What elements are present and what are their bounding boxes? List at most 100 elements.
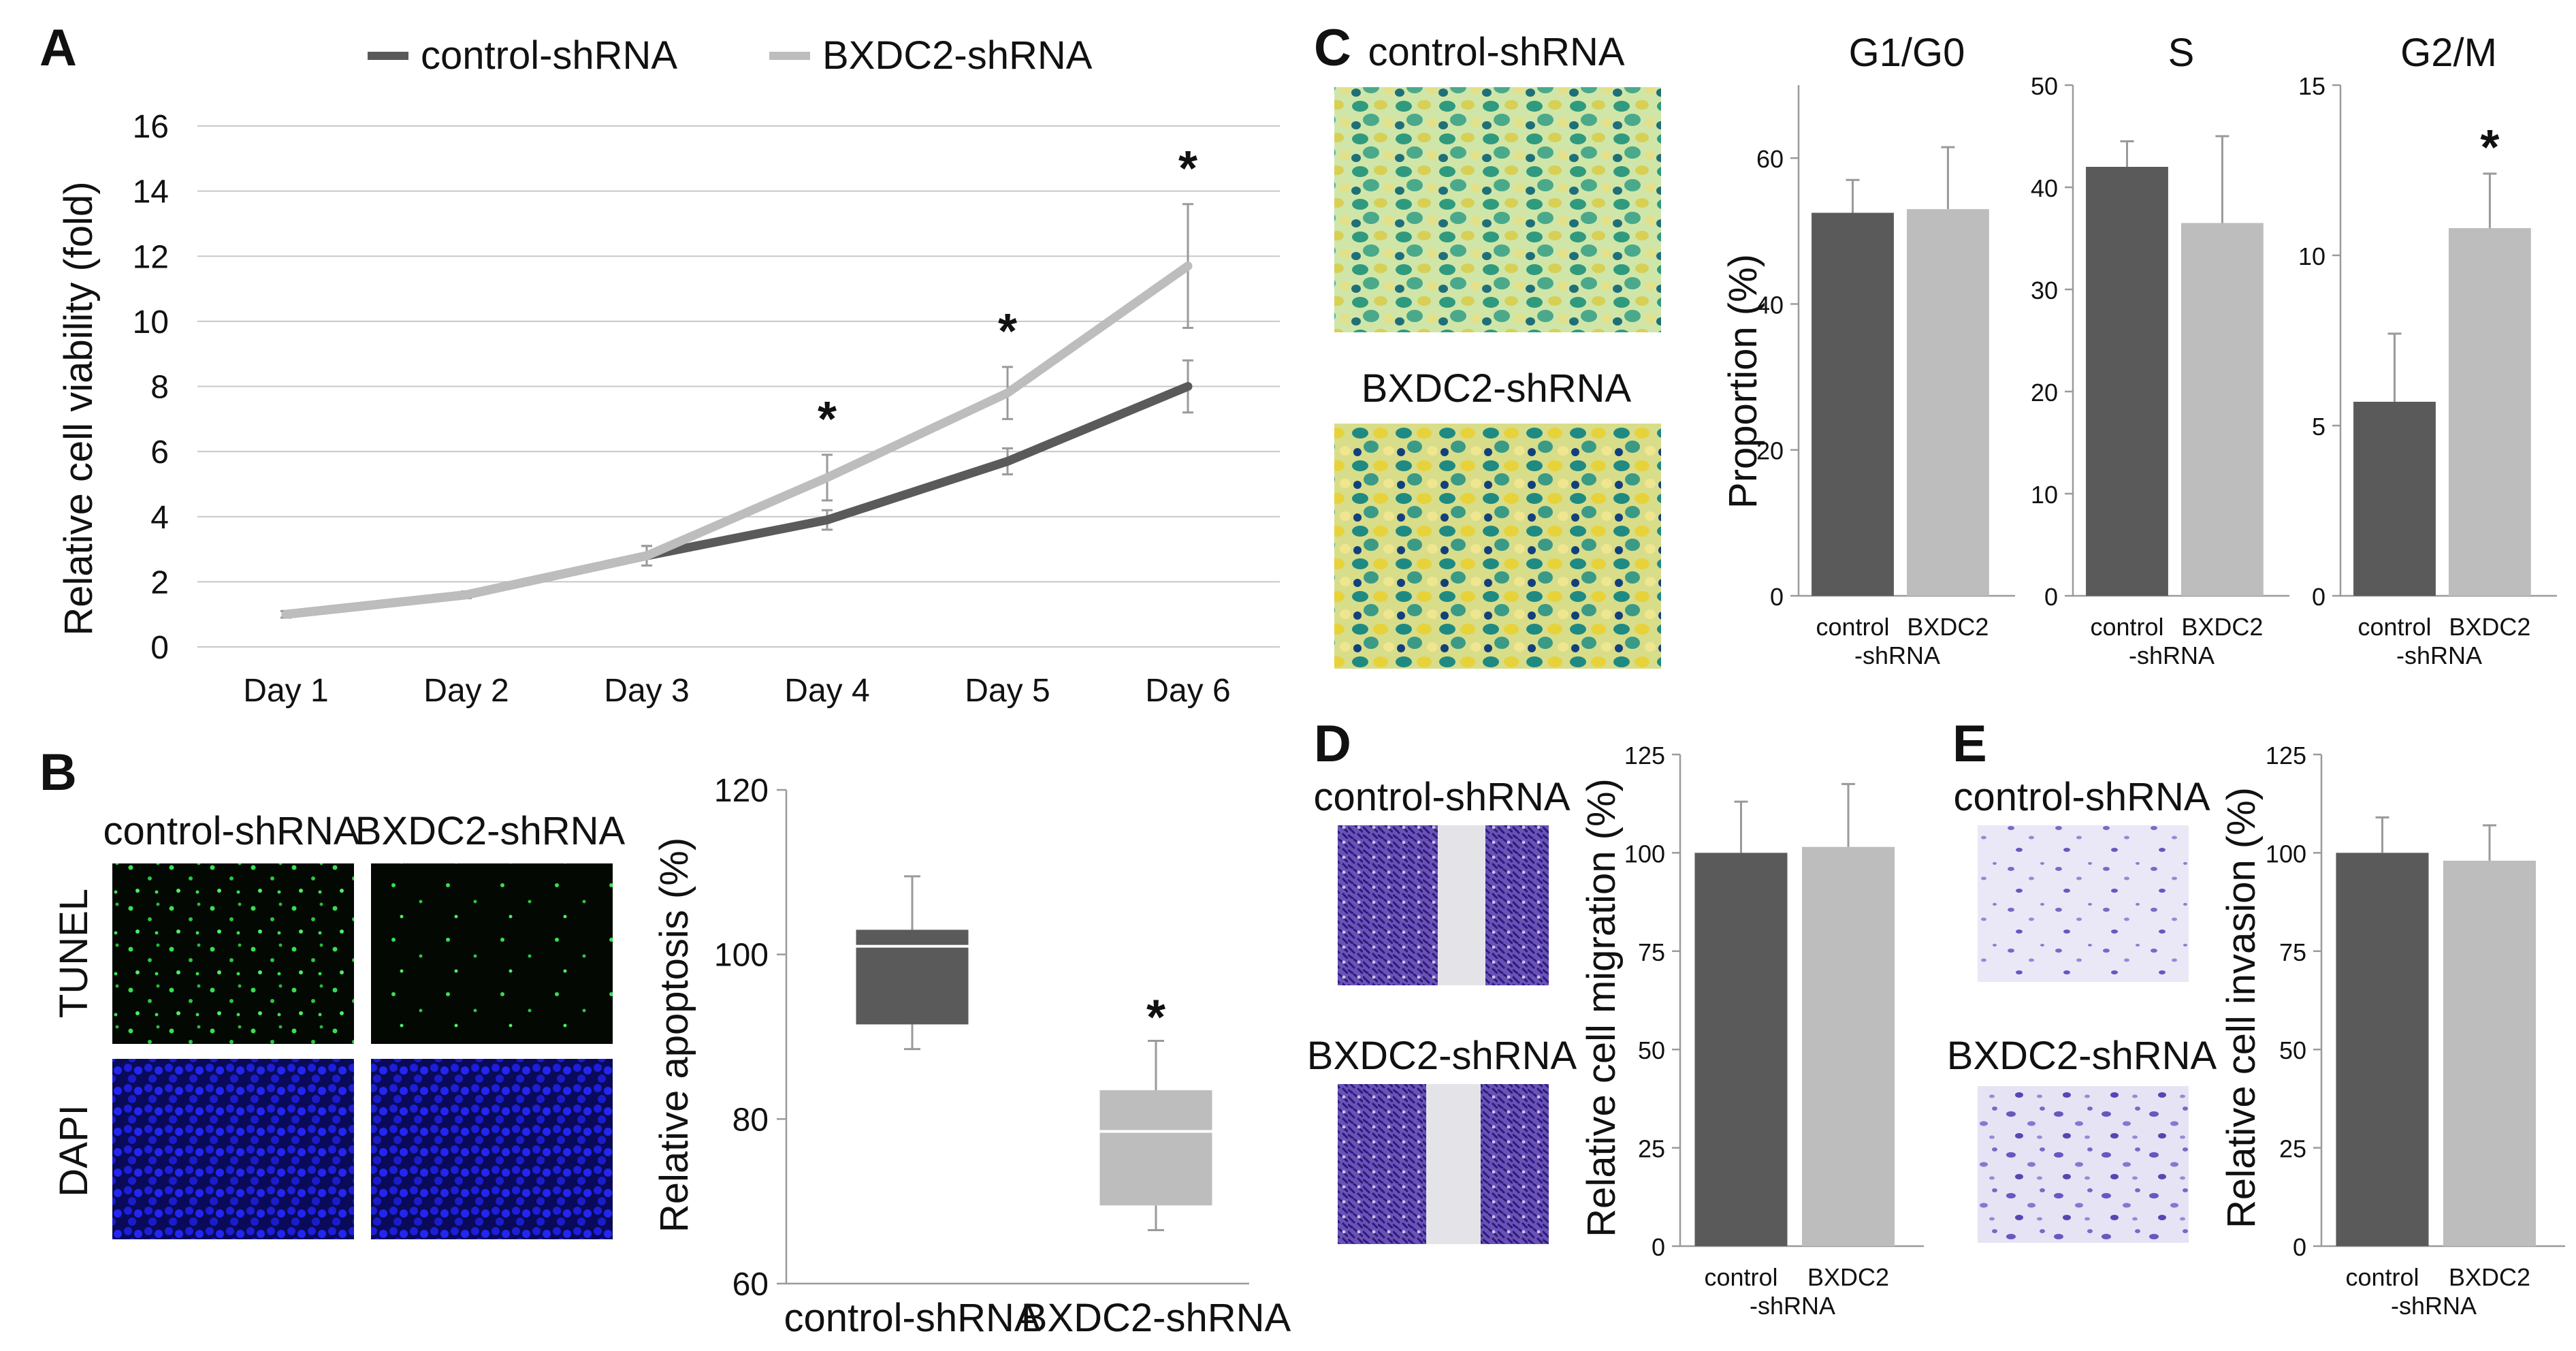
significance-star: *: [998, 304, 1017, 359]
panel-b-y-tick-label: 80: [732, 1102, 769, 1138]
panel-a-y-tick-label: 16: [133, 109, 169, 145]
panel-d-x-label-shrna: -shRNA: [1750, 1292, 1835, 1320]
panel-c-g1g0-y-tick-label: 60: [1756, 145, 1784, 173]
panel-e-img-label-bxdc2: BXDC2-shRNA: [1947, 1034, 2217, 1078]
panel-d-img-label-control: control-shRNA: [1313, 775, 1570, 819]
panel-c-g1g0-x-label-shrna: -shRNA: [1854, 641, 1940, 669]
panel-d: D control-shRNA BXDC2-shRNA Relative cel…: [1307, 715, 1924, 1320]
panel-c-g1g0-x-label-control: control: [1816, 613, 1889, 641]
panel-d-bar-control: [1694, 853, 1788, 1246]
panel-c-s-error-bar: [2120, 140, 2134, 167]
panel-e-x-label-shrna: -shRNA: [2391, 1292, 2477, 1320]
panel-c-img-label-control: control-shRNA: [1368, 30, 1624, 74]
panel-a-y-tick-label: 10: [133, 304, 169, 340]
tunel-image-bxdc2: [371, 863, 613, 1044]
panel-d-y-tick-label: 75: [1638, 938, 1665, 966]
panel-c-s-y-tick-label: 40: [2031, 174, 2058, 202]
panel-c-g2m-plot: 0 5 10 15 G2/M * control BXDC2-shRNA: [2298, 31, 2557, 669]
panel-e-error-bar: [2483, 824, 2497, 861]
panel-e-error-bar: [2375, 816, 2389, 853]
box-whisker: [1148, 1040, 1164, 1231]
panel-a-x-tick-label: Day 5: [965, 673, 1050, 709]
panel-a: A control-shRNA BXDC2-shRNA Relative cel…: [39, 19, 1280, 709]
panel-a-plot: 0 2 4 6 8 10 12 14 16 Day 1 Day 2 Day 3 Day 4 Day 5 Da…: [133, 109, 1280, 709]
panel-a-x-tick-label: Day 3: [604, 673, 689, 709]
panel-c-g1g0-y-tick-label: 20: [1756, 437, 1784, 465]
panel-c-s-title: S: [2168, 31, 2195, 75]
panel-b-axes: [785, 790, 1249, 1285]
scratch-image-control: [1338, 825, 1549, 985]
panel-a-x-tick-label: Day 1: [243, 673, 328, 709]
panel-c-s-error-bar: [2215, 135, 2229, 223]
panel-b-letter: B: [39, 744, 77, 801]
box-bxdc2: [1099, 1090, 1212, 1206]
panel-d-plot: 0 25 50 75 100 125 control BXDC2-shRNA: [1624, 742, 1924, 1320]
panel-d-y-tick-label: 0: [1652, 1233, 1665, 1261]
significance-star: *: [1146, 991, 1165, 1045]
panel-b-row-label-tunel: TUNEL: [52, 889, 96, 1018]
legend-label-bxdc2: BXDC2-shRNA: [822, 33, 1093, 78]
panel-c: C control-shRNA BXDC2-shRNA Proportion (…: [1314, 19, 2557, 669]
legend-label-control: control-shRNA: [421, 33, 677, 78]
panel-c-s-x-label-shrna: -shRNA: [2129, 641, 2215, 669]
dapi-image-control: [112, 1059, 354, 1239]
panel-a-letter: A: [39, 19, 77, 77]
series-line-control: [281, 382, 1193, 619]
panel-d-y-tick-label: 100: [1624, 840, 1665, 868]
scratch-image-bxdc2: [1338, 1084, 1549, 1244]
scratch-image-bxdc2-gap: [1426, 1084, 1481, 1244]
panel-c-g2m-bar-control: [2353, 402, 2436, 596]
stain-image-bxdc2: [1334, 424, 1661, 669]
panel-c-s-x-label-control: control: [2090, 613, 2163, 641]
panel-c-y-axis-label: Proportion (%): [1721, 254, 1765, 509]
panel-c-g2m-title: G2/M: [2400, 31, 2497, 75]
panel-c-s-y-tick-label: 30: [2031, 276, 2058, 304]
panel-c-g1g0-plot: 0 20 40 60 G1/G0 control BXDC2-shRNA: [1756, 31, 2015, 669]
panel-b-row-label-dapi: DAPI: [52, 1104, 96, 1196]
panel-a-y-tick-label: 6: [150, 434, 169, 471]
panel-e-y-axis-label: Relative cell invasion (%): [2219, 787, 2264, 1228]
panel-a-y-tick-label: 8: [150, 370, 169, 406]
panel-d-error-bar: [1841, 782, 1856, 847]
panel-b-y-tick-label: 120: [714, 773, 769, 809]
panel-c-g2m-error-bar: [2483, 172, 2497, 228]
panel-c-s-y-tick-label: 10: [2031, 481, 2058, 509]
panel-c-g2m-error-bar: [2387, 332, 2402, 402]
panel-b-col-label-bxdc2: BXDC2-shRNA: [355, 809, 626, 853]
panel-e-plot: 0 25 50 75 100 125 control BXDC2-shRNA: [2266, 742, 2565, 1320]
panel-a-y-tick-label: 14: [133, 174, 169, 210]
panel-b-y-tick-label: 100: [714, 938, 769, 974]
panel-c-g1g0-y-tick-label: 40: [1756, 291, 1784, 319]
panel-c-g2m-x-label-bxdc2: BXDC2: [2449, 613, 2530, 641]
significance-star: *: [818, 392, 837, 447]
panel-b-y-axis-label: Relative apoptosis (%): [652, 838, 696, 1233]
panel-e-y-tick-label: 50: [2279, 1036, 2306, 1064]
panel-e-x-label-control: control: [2345, 1263, 2419, 1291]
series-line-bxdc2: [281, 261, 1193, 619]
panel-c-s-y-tick-label: 20: [2031, 379, 2058, 407]
panel-a-x-tick-label: Day 6: [1145, 673, 1230, 709]
panel-d-x-label-control: control: [1704, 1263, 1777, 1291]
invasion-image-control: [1978, 825, 2189, 982]
panel-e-y-tick-label: 25: [2279, 1135, 2306, 1163]
scratch-image-control-gap: [1438, 825, 1485, 985]
panel-e-bar-bxdc2: [2443, 860, 2537, 1246]
panel-c-g2m-y-tick-label: 5: [2312, 413, 2325, 441]
panel-d-y-axis-label: Relative cell migration (%): [1579, 778, 1624, 1237]
panel-e-y-tick-label: 125: [2266, 742, 2306, 769]
panel-b-y-tick-label: 60: [732, 1267, 769, 1303]
panel-d-bar-bxdc2: [1802, 846, 1895, 1246]
panel-c-g1g0-title: G1/G0: [1849, 31, 1965, 75]
panel-b-col-label-control: control-shRNA: [103, 809, 359, 853]
significance-star: *: [2480, 121, 2499, 175]
panel-a-y-tick-label: 0: [150, 630, 169, 666]
panel-c-letter: C: [1314, 19, 1351, 77]
panel-a-x-tick-label: Day 4: [784, 673, 869, 709]
panel-c-g2m-y-tick-label: 0: [2312, 583, 2325, 611]
panel-e-bar-control: [2336, 853, 2429, 1246]
tunel-image-control: [112, 863, 354, 1044]
panel-a-y-tick-label: 2: [150, 565, 169, 601]
